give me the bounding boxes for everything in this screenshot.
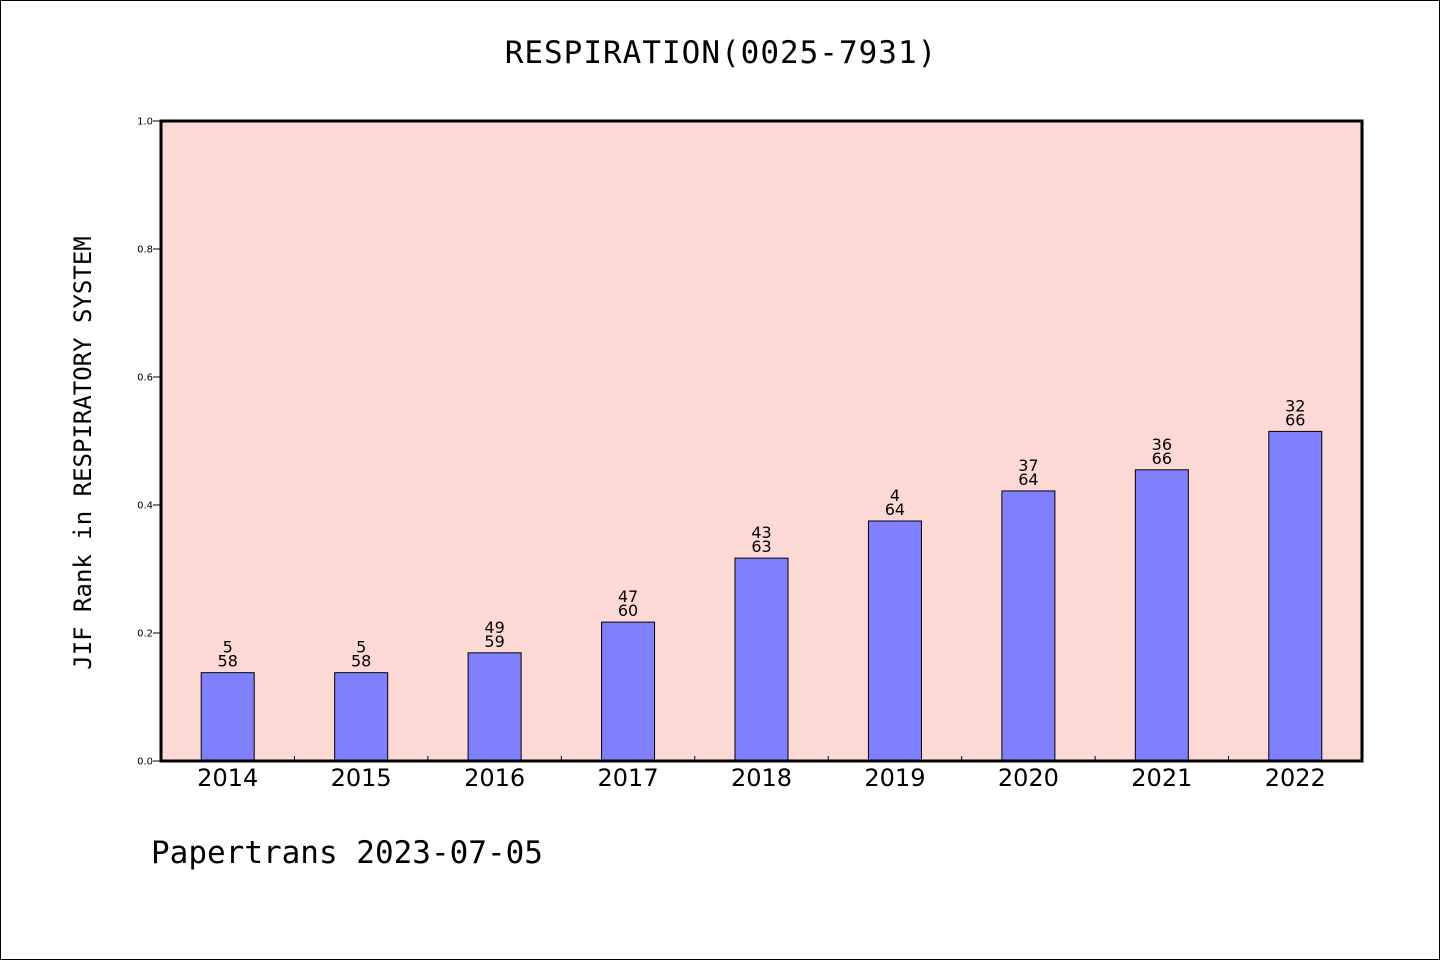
y-tick-label: 0.8	[137, 245, 153, 256]
x-tick-label: 2018	[731, 764, 792, 792]
bar-label-bottom: 64	[885, 500, 905, 519]
x-tick-label: 2014	[197, 764, 258, 792]
bar-2014	[200, 672, 255, 762]
y-tick-label: 0.6	[137, 373, 153, 384]
bar-label-bottom: 63	[751, 537, 771, 556]
bar-2020	[1001, 490, 1056, 762]
x-tick-label: 2020	[998, 764, 1059, 792]
x-tick-label: 2016	[464, 764, 525, 792]
bar-2019	[867, 520, 922, 762]
bar-label-top: 43	[751, 523, 771, 542]
chart-title: RESPIRATION(0025-7931)	[504, 35, 938, 71]
bar-label-bottom: 66	[1285, 410, 1305, 429]
y-tick-label: 0.4	[137, 501, 153, 512]
x-tick-label: 2015	[331, 764, 392, 792]
bar-label-top: 5	[223, 638, 233, 657]
bar-label-top: 49	[484, 618, 504, 637]
y-tick-label: 0.0	[137, 757, 153, 768]
bar-2018	[734, 557, 789, 762]
bar-label-bottom: 58	[351, 652, 371, 671]
y-tick-label: 0.2	[137, 629, 153, 640]
bar-label-bottom: 60	[618, 601, 638, 620]
bar-label-bottom: 64	[1018, 470, 1038, 489]
bar-label-top: 32	[1285, 396, 1305, 415]
bar-2017	[601, 621, 656, 762]
bar-label-top: 4	[890, 486, 900, 505]
x-tick-label: 2022	[1265, 764, 1326, 792]
plot-border	[159, 119, 1364, 763]
bar-label-top: 36	[1152, 435, 1172, 454]
bar-2022	[1268, 430, 1323, 762]
y-tick-label: 1.0	[137, 117, 153, 128]
footer-credit: Papertrans 2023-07-05	[151, 835, 543, 871]
bar-2015	[334, 672, 389, 762]
bar-label-bottom: 58	[218, 652, 238, 671]
bar-label-bottom: 66	[1152, 449, 1172, 468]
bar-label-top: 47	[618, 587, 638, 606]
bar-2021	[1134, 469, 1189, 762]
bar-label-top: 37	[1018, 456, 1038, 475]
x-tick-label: 2017	[598, 764, 659, 792]
x-tick-label: 2019	[864, 764, 925, 792]
x-tick-label: 2021	[1131, 764, 1192, 792]
bar-label-bottom: 59	[484, 632, 504, 651]
bar-label-top: 5	[356, 638, 366, 657]
bar-2016	[467, 652, 522, 762]
